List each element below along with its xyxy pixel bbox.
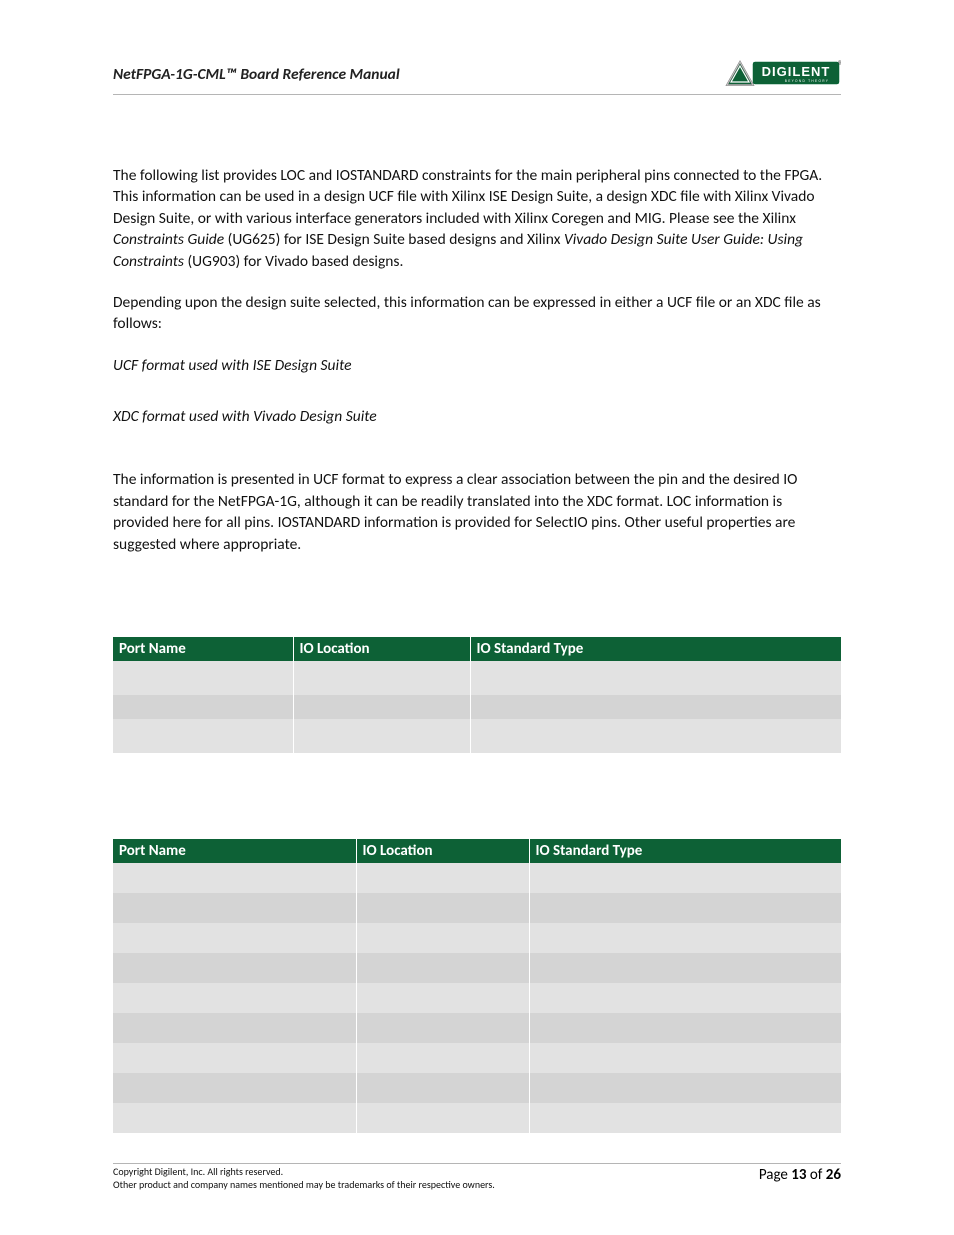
format-intro: Depending upon the design suite selected… (113, 292, 841, 335)
table-row (113, 1013, 841, 1043)
table-row (113, 1043, 841, 1073)
col-port-name: Port Name (113, 637, 293, 661)
table-row (113, 923, 841, 953)
text: The following list provides LOC and IOST… (113, 166, 822, 228)
table-row (113, 893, 841, 923)
xdc-format-label: XDC format used with Vivado Design Suite (113, 406, 841, 427)
table-header-row: Port Name IO Location IO Standard Type (113, 839, 841, 863)
table-row (113, 863, 841, 893)
col-port-name: Port Name (113, 839, 356, 863)
table-row (113, 695, 841, 719)
pin-table-2: Port Name IO Location IO Standard Type (113, 839, 841, 1133)
col-io-standard: IO Standard Type (470, 637, 841, 661)
digilent-logo: DIGILENT BEYOND THEORY ® (725, 60, 841, 88)
page-current: 13 (791, 1166, 806, 1184)
italic-text: Constraints Guide (113, 230, 224, 249)
table-row (113, 1073, 841, 1103)
col-io-location: IO Location (356, 839, 529, 863)
document-title: NetFPGA-1G-CML™ Board Reference Manual (113, 65, 400, 84)
ucf-format-label: UCF format used with ISE Design Suite (113, 355, 841, 376)
table-row (113, 661, 841, 695)
trademark-text: Other product and company names mentione… (113, 1179, 495, 1192)
page-footer: Copyright Digilent, Inc. All rights rese… (113, 1163, 841, 1191)
svg-text:BEYOND THEORY: BEYOND THEORY (785, 79, 829, 83)
pin-table-1: Port Name IO Location IO Standard Type (113, 637, 841, 753)
table-row (113, 1103, 841, 1133)
text: (UG903) for Vivado based designs. (184, 252, 403, 271)
page-of: of (807, 1166, 826, 1184)
text: (UG625) for ISE Design Suite based desig… (224, 230, 564, 249)
copyright-text: Copyright Digilent, Inc. All rights rese… (113, 1166, 495, 1179)
page-total: 26 (826, 1166, 841, 1184)
page-label: Page (759, 1166, 791, 1184)
table-row (113, 719, 841, 753)
svg-text:®: ® (838, 60, 841, 67)
table-header-row: Port Name IO Location IO Standard Type (113, 637, 841, 661)
footer-legal: Copyright Digilent, Inc. All rights rese… (113, 1166, 495, 1191)
table-row (113, 953, 841, 983)
col-io-location: IO Location (293, 637, 470, 661)
svg-text:DIGILENT: DIGILENT (762, 64, 831, 79)
info-paragraph: The information is presented in UCF form… (113, 469, 841, 555)
page-number: Page 13 of 26 (759, 1166, 841, 1184)
table-row (113, 983, 841, 1013)
page-header: NetFPGA-1G-CML™ Board Reference Manual D… (113, 60, 841, 95)
intro-paragraph: The following list provides LOC and IOST… (113, 165, 841, 272)
col-io-standard: IO Standard Type (529, 839, 841, 863)
